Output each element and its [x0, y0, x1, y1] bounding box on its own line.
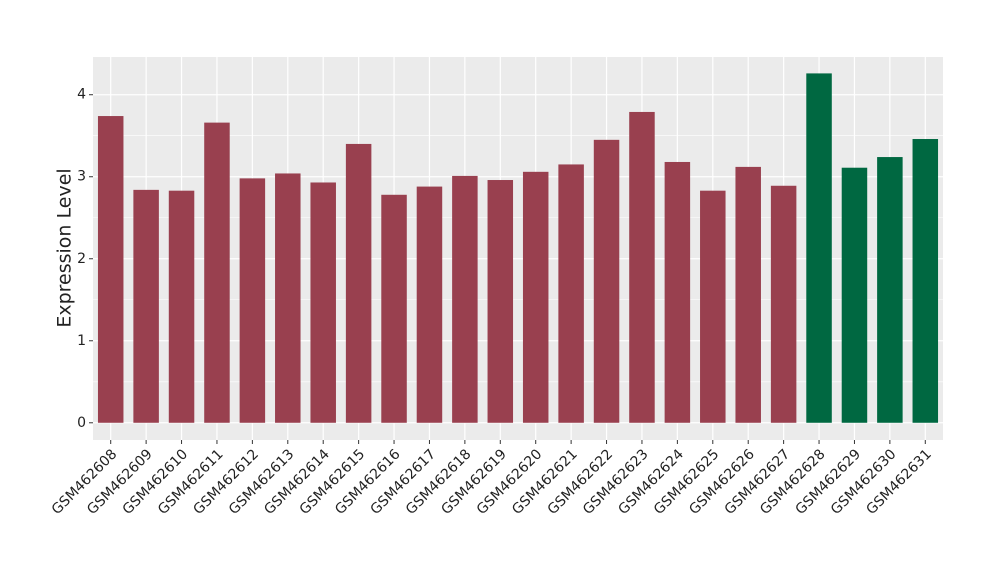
bar — [558, 164, 584, 423]
bar — [700, 190, 726, 423]
bar — [487, 180, 514, 423]
y-axis-label: Expression Level — [54, 168, 76, 327]
bar — [664, 161, 691, 423]
bar — [841, 167, 868, 423]
bar — [629, 111, 655, 423]
bar — [912, 139, 939, 423]
bar — [770, 185, 797, 423]
bar — [239, 178, 266, 423]
bar — [806, 73, 832, 423]
bar — [97, 116, 124, 423]
y-tick-label: 4 — [77, 87, 86, 103]
plot-panel — [93, 57, 943, 440]
bar — [345, 143, 372, 423]
bar — [310, 182, 336, 423]
y-tick-label: 2 — [77, 251, 86, 267]
y-tick-label: 1 — [77, 333, 86, 349]
bar — [522, 171, 549, 423]
bar — [381, 194, 407, 423]
bar — [275, 173, 301, 423]
bar — [593, 139, 620, 423]
bar — [735, 166, 761, 423]
bar — [204, 122, 230, 423]
y-tick-label: 0 — [77, 415, 86, 431]
bar — [133, 189, 159, 423]
bar — [168, 190, 195, 423]
bar — [416, 186, 443, 423]
bar — [877, 157, 903, 423]
bar — [452, 175, 478, 423]
y-tick-label: 3 — [77, 169, 86, 185]
